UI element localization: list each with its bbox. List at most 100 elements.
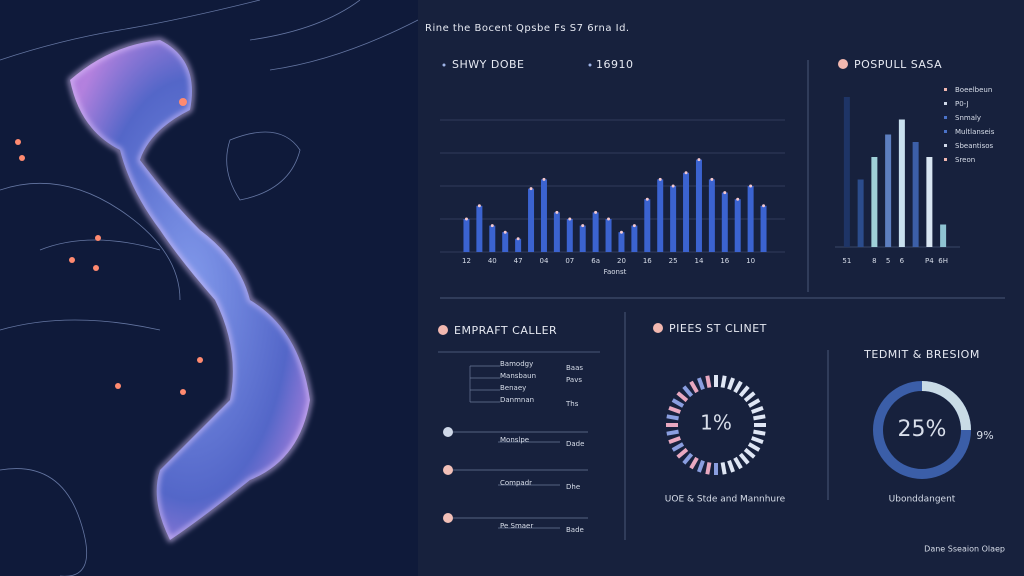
list-right: Dade xyxy=(566,440,584,448)
bullet xyxy=(653,323,663,333)
donut-arc xyxy=(921,381,971,431)
bar xyxy=(885,134,892,247)
gauge-segment xyxy=(676,447,689,459)
bar-tip xyxy=(607,217,611,221)
bar xyxy=(695,159,702,252)
list-left: Pe Smaer xyxy=(500,522,533,530)
gauge-segment xyxy=(668,406,681,414)
gauge-segment xyxy=(751,436,764,444)
gauge-segment xyxy=(727,460,735,473)
chart-title: POSPULL SASA xyxy=(854,58,942,71)
gauge-segment xyxy=(727,377,735,390)
bar xyxy=(644,199,651,252)
bar-tip xyxy=(697,158,701,162)
bar xyxy=(721,192,728,252)
list-dot xyxy=(443,427,453,437)
panel-bg xyxy=(418,0,1024,576)
bar xyxy=(657,179,664,252)
list-right: Pavs xyxy=(566,376,582,384)
bar xyxy=(898,119,905,247)
panel-title: EMPRAFT CALLER xyxy=(454,324,557,337)
list-left: Monslpe xyxy=(500,436,529,444)
bar xyxy=(618,232,625,252)
chart-subtitle: 16910 xyxy=(596,58,634,71)
bar xyxy=(605,219,612,252)
x-tick-label: 47 xyxy=(514,257,523,265)
list-right: Bade xyxy=(566,526,584,534)
bar-tip xyxy=(723,191,727,195)
x-tick-label: 10 xyxy=(746,257,755,265)
bar-tip xyxy=(581,224,585,228)
legend-label: Sreon xyxy=(955,156,975,164)
donut-caption: Ubonddangent xyxy=(889,495,956,505)
bar xyxy=(515,238,522,252)
chart-title: TEDMIT & BRESIOM xyxy=(863,348,980,361)
gauge-segment xyxy=(682,385,694,398)
x-tick-label: 6a xyxy=(591,257,600,265)
bar xyxy=(463,219,470,252)
x-tick-label: P4 xyxy=(925,257,934,265)
gauge-segment xyxy=(733,456,743,470)
side-label: 9% xyxy=(976,429,993,442)
legend-swatch xyxy=(944,144,947,147)
bar-tip xyxy=(542,177,546,181)
legend-swatch xyxy=(944,102,947,105)
x-tick-label: 6 xyxy=(900,257,905,265)
bar-tip xyxy=(762,204,766,208)
bullet xyxy=(442,63,446,67)
list-left: Compadr xyxy=(500,479,532,487)
x-tick-label: 40 xyxy=(488,257,497,265)
bullet xyxy=(588,63,592,67)
bar-tip xyxy=(568,217,572,221)
bar xyxy=(670,186,677,252)
gauge-segment xyxy=(733,380,743,394)
legend-swatch xyxy=(944,158,947,161)
bar-tip xyxy=(658,177,662,181)
bar xyxy=(871,157,878,247)
bar-tip xyxy=(710,177,714,181)
bar xyxy=(683,172,690,252)
list-dot xyxy=(443,465,453,475)
x-tick-label: 14 xyxy=(694,257,703,265)
gauge-caption: UOE & Stde and Mannhure xyxy=(665,495,786,505)
list-right: Dhe xyxy=(566,483,580,491)
gauge-segment xyxy=(720,462,727,475)
legend-swatch xyxy=(944,116,947,119)
bar xyxy=(912,142,919,247)
gauge-segment xyxy=(671,442,685,452)
x-tick-label: 07 xyxy=(565,257,574,265)
legend-label: Sbeantisos xyxy=(955,142,994,150)
x-tick-label: 04 xyxy=(539,257,548,265)
legend-swatch xyxy=(944,130,947,133)
x-tick-label: 25 xyxy=(669,257,678,265)
gauge-segment xyxy=(738,452,750,465)
list-dot xyxy=(443,513,453,523)
bar xyxy=(566,219,573,252)
x-axis-label: Faonst xyxy=(604,268,627,276)
x-tick-label: 16 xyxy=(720,257,729,265)
bar-tip xyxy=(503,230,507,234)
gauge-segment xyxy=(666,429,679,436)
bullet xyxy=(838,59,848,69)
tree-lines xyxy=(448,365,588,529)
bar-tip xyxy=(516,237,520,241)
gauge-segment xyxy=(689,380,699,394)
gauge-segment xyxy=(743,391,756,403)
x-tick-label: 16 xyxy=(643,257,652,265)
bar-tip xyxy=(477,204,481,208)
header-title: Rine the Bocent Qpsbe Fs S7 6rna Id. xyxy=(425,23,630,34)
legend-swatch xyxy=(944,88,947,91)
bar xyxy=(857,179,864,247)
gauge-segment xyxy=(705,375,712,388)
gauge-label: 1% xyxy=(700,411,732,435)
bar-tip xyxy=(632,224,636,228)
gauge-segment xyxy=(753,429,766,436)
gauge-segment xyxy=(738,385,750,398)
bar xyxy=(760,205,767,252)
x-tick-label: 12 xyxy=(462,257,471,265)
list-left: Mansbaun xyxy=(500,372,536,380)
bar-tip xyxy=(736,197,740,201)
chart-title: SHWY DOBE xyxy=(452,58,524,71)
gauge-segment xyxy=(689,456,699,470)
